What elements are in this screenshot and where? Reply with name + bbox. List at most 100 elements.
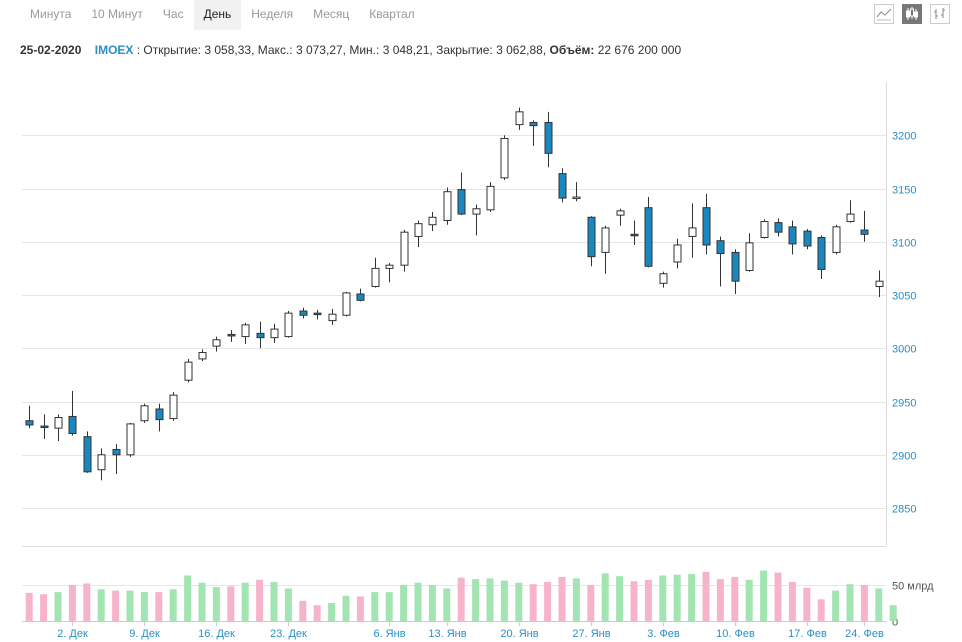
candle-body [328,313,337,322]
candle-body [472,208,481,215]
candle-body [688,227,697,237]
candle-body [587,216,596,258]
info-open-label: Открытие: [143,43,202,57]
candle-body [313,312,322,316]
x-tick-label: 16. Дек [198,628,235,640]
volume-bar [702,571,710,621]
volume-bar [40,594,48,621]
volume-bar [140,592,148,621]
x-tick-label: 3. Фев [647,628,680,640]
x-tick-label: 9. Дек [129,628,160,640]
volume-bar [644,579,652,621]
candle-body [385,264,394,269]
info-high-label: Макс.: [257,43,293,57]
volume-bar [860,584,868,621]
tab-week[interactable]: Неделя [251,7,294,21]
volume-tick-label: 50 млрд [892,581,934,593]
candle-body [443,191,452,221]
candle-body [716,240,725,254]
volume-bar [529,584,537,621]
y-tick-label: 2900 [892,451,916,463]
candle-body [299,310,308,316]
volume-bar [688,574,696,621]
candle-body [400,231,409,266]
candle-body [97,454,106,471]
volume-bar [846,584,854,621]
volume-tick-label: 0 [892,617,898,629]
candle-body [846,213,855,223]
candlestick-chart-icon[interactable] [902,4,922,24]
tab-day[interactable]: День [193,0,242,30]
ohlc-info-line: 25-02-2020 IMOEX : Открытие: 3 058,33, М… [20,43,682,57]
candle-body [544,121,553,154]
x-tick-label: 2. Дек [57,628,88,640]
candle-body [760,221,769,239]
toolbar: Минута 10 Минут Час День Неделя Месяц Кв… [0,0,962,30]
info-close: 3 062,88 [496,43,543,57]
candle-body [630,233,639,237]
candle-body [659,273,668,284]
y-tick-label: 2850 [892,504,916,516]
volume-bar [112,590,120,621]
candle-body [702,207,711,246]
line-chart-icon[interactable] [874,4,894,24]
candle-body [140,405,149,422]
chart-type-switcher [874,4,950,24]
candle-body [745,242,754,272]
candle-body [644,207,653,267]
info-low-label: Мин.: [349,43,380,57]
volume-bar [630,581,638,621]
volume-bar [803,587,811,621]
x-tick-label: 13. Янв [428,628,466,640]
volume-bar [198,582,206,621]
volume-bar [572,578,580,621]
candle-body [241,324,250,338]
candle-body [457,189,466,215]
candle-body [673,244,682,263]
candle-body [558,173,567,199]
volume-bar [673,574,681,621]
volume-bar [356,596,364,621]
volume-bar [184,575,192,621]
candle-body [832,226,841,253]
volume-bar [889,605,897,621]
tab-10-minutes[interactable]: 10 Минут [91,7,143,21]
candle-body [54,417,63,429]
candle-body [270,328,279,339]
info-volume: 22 676 200 000 [597,43,682,57]
volume-bar [227,586,235,621]
y-tick-label: 3100 [892,238,916,250]
candle-body [601,227,610,253]
candle-body [227,333,236,337]
candle-body [112,448,121,456]
x-tick-label: 24. Фев [845,628,884,640]
candle-body [817,237,826,270]
info-close-label: Закрытие: [436,43,493,57]
volume-bar [558,576,566,621]
info-open: 3 058,33 [204,43,252,57]
candle-body [515,111,524,126]
volume-bar [342,595,350,621]
volume-bar [68,584,76,621]
tab-hour[interactable]: Час [162,7,184,21]
volume-bar [428,584,436,621]
candle-body [414,223,423,237]
y-tick-label: 3050 [892,291,916,303]
info-ticker: IMOEX [94,43,134,57]
tab-month[interactable]: Месяц [313,7,350,21]
volume-bar [414,582,422,621]
y-tick-label: 3150 [892,185,916,197]
volume-bar [500,580,508,621]
candle-body [342,292,351,316]
volume-bar [83,583,91,621]
candle-body [184,361,193,381]
timeframe-tabs: Минута 10 Минут Час День Неделя Месяц Кв… [20,0,425,30]
ohlc-bar-chart-icon[interactable] [930,4,950,24]
x-tick-label: 17. Фев [788,628,827,640]
tab-quarter[interactable]: Квартал [369,7,415,21]
tab-minute[interactable]: Минута [30,7,72,21]
candle-body [155,408,164,421]
volume-bar [169,589,177,621]
volume-bar [299,600,307,621]
